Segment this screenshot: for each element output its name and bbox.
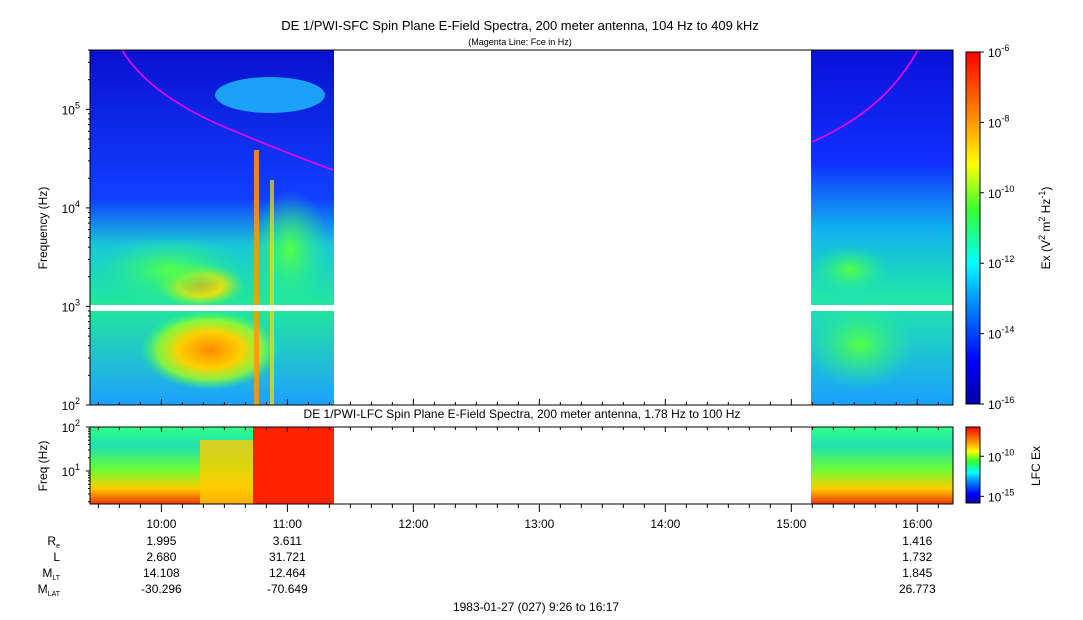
sfc-emission-green-3 <box>805 300 915 390</box>
ephemeris-value: 1.995 <box>146 534 176 548</box>
sfc-colorbar-tick-label: 10-14 <box>988 325 1014 342</box>
time-axis: 10:00 11:00 12:00 13:00 14:00 15:00 16:00 <box>97 399 939 531</box>
ephemeris-value: 1.732 <box>902 550 932 564</box>
ephemeris-row-label: MLAT <box>38 582 61 598</box>
sfc-emission-green-4 <box>810 245 890 295</box>
lfc-colorbar-ticks: 10-10 10-15 <box>980 447 1014 504</box>
fce-line-1 <box>121 49 334 171</box>
ephemeris-value: 1.416 <box>902 534 932 548</box>
ephemeris-row-label: MLT <box>42 566 60 582</box>
sfc-burst-band-2 <box>270 180 274 405</box>
sfc-frame <box>89 49 954 406</box>
time-tick-label: 16:00 <box>902 517 932 531</box>
lfc-yellow-region <box>200 440 253 504</box>
ephemeris-value: 31.721 <box>269 550 306 564</box>
time-tick-label: 12:00 <box>398 517 428 531</box>
sfc-y-tick-label: 102 <box>62 396 80 413</box>
sfc-emission-low-1 <box>140 310 280 390</box>
lfc-data-block-2 <box>811 427 953 504</box>
time-tick-label: 13:00 <box>524 517 554 531</box>
ephemeris-row-label: L <box>53 550 60 564</box>
ephemeris-table: Re 1.995 3.611 1.416 L 2.680 31.721 1.732 MLT 14.… <box>38 534 936 598</box>
time-tick-label: 11:00 <box>273 517 302 531</box>
sfc-colorbar-tick-label: 10-12 <box>988 254 1014 271</box>
sfc-colorbar-label: Ex (V2 m2 Hz-1) <box>1037 187 1053 270</box>
sfc-colorbar <box>965 51 981 405</box>
lfc-frame <box>89 426 954 505</box>
lfc-colorbar-label: LFC Ex <box>1029 446 1043 486</box>
sfc-emission-upper <box>215 77 325 113</box>
lfc-y-axis: 101 102 <box>62 418 90 503</box>
ephemeris-value: 3.611 <box>273 534 302 548</box>
ephemeris-value: -70.649 <box>267 582 308 596</box>
sfc-burst-band <box>254 150 259 405</box>
lfc-ylabel: Freq (Hz) <box>36 441 50 492</box>
lfc-colorbar <box>965 426 981 504</box>
sfc-emission-green-1 <box>95 235 245 305</box>
sfc-y-tick-label: 104 <box>62 199 80 216</box>
sfc-emission-green-2 <box>250 190 330 310</box>
lfc-spectrogram <box>90 427 953 504</box>
sfc-colorbar-tick-label: 10-8 <box>988 113 1009 130</box>
sfc-y-tick-label: 105 <box>62 100 80 117</box>
sfc-band-gap <box>90 305 953 311</box>
sfc-colorbar-tick-label: 10-6 <box>988 43 1009 60</box>
time-tick-label: 14:00 <box>650 517 680 531</box>
footer-time-range: 1983-01-27 (027) 9:26 to 16:17 <box>453 600 619 614</box>
sfc-colorbar-ticks: 10-6 10-8 10-10 10-12 10-14 10-16 <box>980 43 1014 412</box>
sfc-title: DE 1/PWI-SFC Spin Plane E-Field Spectra,… <box>281 18 759 33</box>
ephemeris-value: 14.108 <box>143 566 180 580</box>
ephemeris-value: 2.680 <box>146 550 176 564</box>
sfc-ylabel: Frequency (Hz) <box>36 187 50 270</box>
lfc-title: DE 1/PWI-LFC Spin Plane E-Field Spectra,… <box>304 407 741 421</box>
ephemeris-value: -30.296 <box>141 582 182 596</box>
lfc-red-region <box>253 427 334 504</box>
sfc-colorbar-tick-label: 10-16 <box>988 395 1014 412</box>
ephemeris-value: 12.464 <box>269 566 306 580</box>
lfc-y-tick-label: 102 <box>62 418 80 435</box>
sfc-y-tick-label: 103 <box>62 297 80 314</box>
lfc-colorbar-tick-label: 10-10 <box>988 447 1014 464</box>
fce-line-2 <box>811 49 919 143</box>
ephemeris-row-label: Re <box>47 534 60 550</box>
ephemeris-value: 26.773 <box>899 582 936 596</box>
time-tick-label: 10:00 <box>146 517 176 531</box>
sfc-y-axis: 102 103 104 105 <box>62 49 90 413</box>
time-tick-label: 15:00 <box>776 517 806 531</box>
sfc-spectrogram <box>90 50 953 405</box>
ephemeris-value: 1.845 <box>902 566 932 580</box>
sfc-subtitle: (Magenta Line: Fce in Hz) <box>468 37 572 47</box>
lfc-y-tick-label: 101 <box>62 462 80 479</box>
sfc-colorbar-tick-label: 10-10 <box>988 184 1014 201</box>
lfc-colorbar-tick-label: 10-15 <box>988 487 1014 504</box>
